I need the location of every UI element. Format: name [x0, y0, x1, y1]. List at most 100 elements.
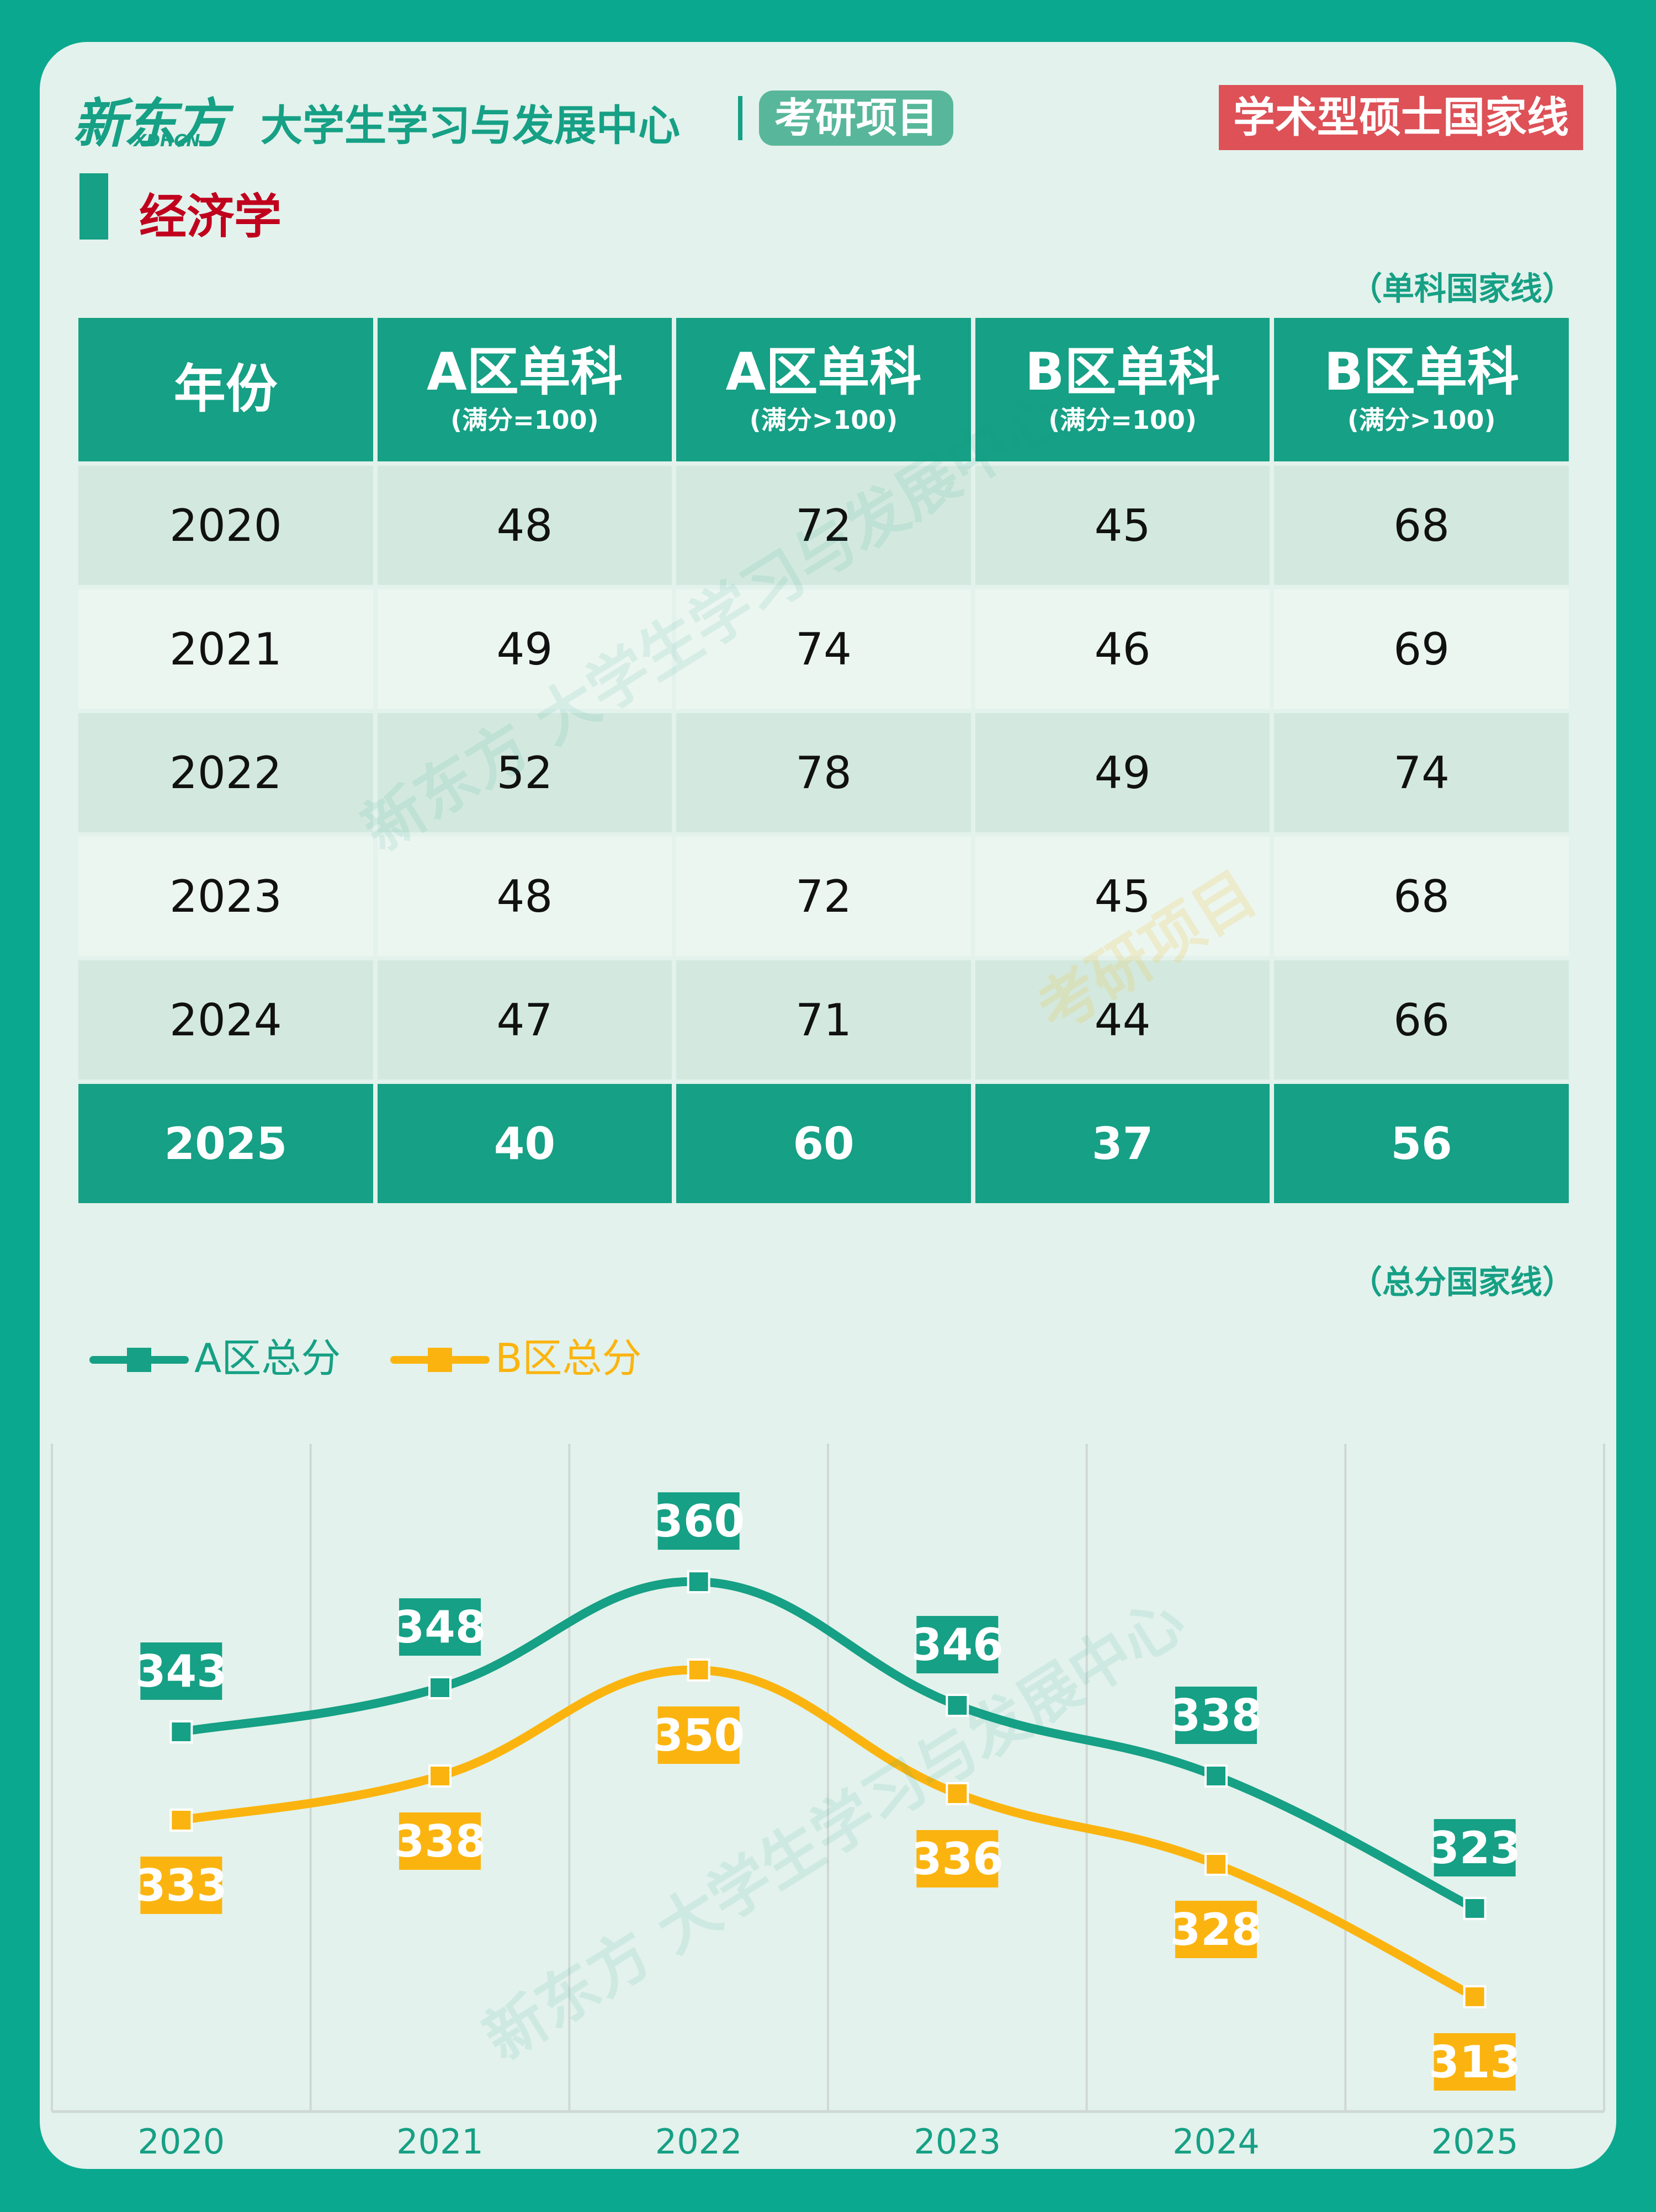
- data-label-box: [140, 1642, 222, 1700]
- header: 新东方 XDF.CN 大学生学习与发展中心 考研项目 学术型硕士国家线: [73, 81, 1583, 158]
- table-cell: 56: [1274, 1084, 1569, 1203]
- legend-marker-b: [428, 1348, 452, 1372]
- legend-label-a: A区总分: [194, 1335, 341, 1381]
- score-table: 年份 A区单科 (满分=100) A区单科 (满分>100) B区单科 (满分=100…: [74, 313, 1573, 1208]
- table-cell: 45: [975, 466, 1270, 585]
- legend-label-b: B区总分: [495, 1335, 642, 1381]
- x-tick-label: 2024: [1172, 2121, 1260, 2162]
- header-a-100: A区单科 (满分=100): [377, 318, 672, 461]
- data-label-box: [657, 1706, 740, 1764]
- header-label: A区单科: [427, 342, 623, 402]
- x-tick-label: 2022: [655, 2121, 742, 2162]
- series-line: [177, 1577, 1479, 1913]
- data-point: [1463, 1897, 1487, 1920]
- table-cell: 74: [1274, 713, 1569, 832]
- table-cell: 49: [975, 713, 1270, 832]
- data-label: 333: [135, 1860, 227, 1911]
- table-cell: 44: [975, 960, 1270, 1080]
- table-cell: 68: [1274, 837, 1569, 956]
- data-label-box: [1175, 1687, 1257, 1744]
- data-point: [1204, 1764, 1228, 1788]
- data-label-box: [916, 1616, 999, 1673]
- x-tick-label: 2020: [137, 2121, 225, 2162]
- table-cell: 60: [676, 1084, 971, 1203]
- table-cell: 71: [676, 960, 971, 1080]
- data-label-box: [1434, 1819, 1516, 1876]
- data-point: [1463, 1985, 1487, 2008]
- data-label: 348: [394, 1602, 486, 1653]
- x-tick-label: 2025: [1431, 2121, 1519, 2162]
- table-cell: 72: [676, 466, 971, 585]
- table-cell: 48: [377, 466, 672, 585]
- table-cell: 68: [1274, 466, 1569, 585]
- table-cell: 46: [975, 589, 1270, 709]
- data-label: 328: [1170, 1904, 1262, 1955]
- project-pill: 考研项目: [759, 91, 953, 146]
- table-cell: 47: [377, 960, 672, 1080]
- section-title: 经济学: [139, 189, 282, 244]
- category-tag: 学术型硕士国家线: [1219, 85, 1583, 150]
- data-label: 343: [135, 1646, 227, 1697]
- header-sublabel: (满分>100): [749, 405, 898, 435]
- table-cell: 72: [676, 837, 971, 956]
- table-row: 2021 49 74 46 69: [78, 589, 1569, 709]
- table-row: 2023 48 72 45 68: [78, 837, 1569, 956]
- legend-marker-a: [127, 1348, 151, 1372]
- x-tick-label: 2023: [914, 2121, 1001, 2162]
- data-point: [428, 1764, 452, 1788]
- data-label: 360: [652, 1496, 745, 1547]
- header-sublabel: (满分=100): [450, 405, 599, 435]
- data-label: 336: [911, 1833, 1004, 1885]
- data-label-box: [399, 1598, 481, 1656]
- data-label: 350: [652, 1710, 745, 1761]
- poster-card: 新东方 XDF.CN 大学生学习与发展中心 考研项目 学术型硕士国家线 经济学 …: [40, 42, 1616, 2169]
- cell-year: 2025: [78, 1084, 373, 1203]
- table-cell: 49: [377, 589, 672, 709]
- cell-year: 2024: [78, 960, 373, 1080]
- cell-year: 2021: [78, 589, 373, 709]
- data-label: 338: [1170, 1690, 1262, 1741]
- header-a-over100: A区单科 (满分>100): [676, 318, 971, 461]
- header-label: B区单科: [1324, 342, 1520, 402]
- xdf-logo: 新东方 XDF.CN: [73, 81, 238, 158]
- section-marker: [79, 173, 108, 240]
- table-row: 2022 52 78 49 74: [78, 713, 1569, 832]
- data-label: 346: [911, 1619, 1004, 1671]
- cell-year: 2023: [78, 837, 373, 956]
- table-cell: 66: [1274, 960, 1569, 1080]
- header-label: 年份: [173, 359, 278, 419]
- data-label-box: [657, 1492, 740, 1550]
- header-year: 年份: [78, 318, 373, 461]
- header-divider: [738, 96, 742, 140]
- data-label-box: [1434, 2033, 1516, 2091]
- table-cell: 40: [377, 1084, 672, 1203]
- data-point: [169, 1809, 193, 1832]
- data-label-box: [916, 1830, 999, 1887]
- table-row: 2020 48 72 45 68: [78, 466, 1569, 585]
- data-label: 323: [1429, 1822, 1521, 1874]
- data-label-box: [140, 1857, 222, 1914]
- table-cell: 74: [676, 589, 971, 709]
- center-title: 大学生学习与发展中心: [261, 101, 680, 150]
- logo-text: 新东方: [73, 93, 227, 155]
- data-label-box: [399, 1812, 481, 1870]
- table-cell: 52: [377, 713, 672, 832]
- table-header-row: 年份 A区单科 (满分=100) A区单科 (满分>100) B区单科 (满分=100…: [78, 318, 1569, 461]
- logo-sub-text: XDF.CN: [134, 131, 200, 151]
- table-row: 2024 47 71 44 66: [78, 960, 1569, 1080]
- header-sublabel: (满分=100): [1048, 405, 1197, 435]
- data-point: [428, 1676, 452, 1699]
- header-b-100: B区单科 (满分=100): [975, 318, 1270, 461]
- series-line: [177, 1665, 1479, 2001]
- data-point: [169, 1720, 193, 1743]
- x-tick-label: 2021: [396, 2121, 484, 2162]
- data-label-box: [1175, 1901, 1257, 1958]
- table-cell: 78: [676, 713, 971, 832]
- data-point: [687, 1570, 710, 1593]
- chart-note: （总分国家线）: [1350, 1263, 1574, 1301]
- cell-year: 2022: [78, 713, 373, 832]
- header-label: B区单科: [1025, 342, 1220, 402]
- data-point: [1204, 1853, 1228, 1876]
- line-chart: 2020 2021 2022 2023 2024 2025 333 338 350 336 328 3…: [51, 1444, 1605, 2162]
- data-point: [946, 1694, 969, 1717]
